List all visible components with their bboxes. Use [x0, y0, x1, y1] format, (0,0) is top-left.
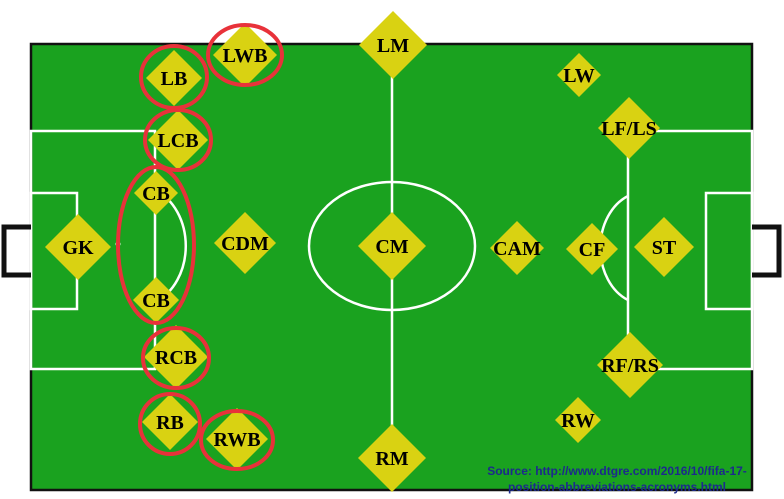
- position-label-st: ST: [652, 237, 677, 259]
- highlight-rings: [116, 23, 284, 471]
- position-label-lwb: LWB: [223, 45, 268, 67]
- position-diamond-rb: [142, 394, 198, 450]
- highlight-ring-lwb: [206, 23, 284, 87]
- highlight-ring-lb: [139, 44, 209, 110]
- position-diamond-lm: [359, 11, 427, 79]
- centre-circle: [307, 180, 477, 312]
- position-diamond-st: [634, 217, 694, 277]
- position-diamond-lwb: [213, 23, 277, 87]
- position-marker-cb-bottom: CB: [133, 277, 179, 323]
- position-label-lf-ls: LF/LS: [601, 118, 657, 140]
- position-label-rwb: RWB: [213, 429, 260, 451]
- highlight-ring-rwb: [199, 409, 275, 471]
- source-caption: Source: http://www.dtgre.com/2016/10/fif…: [452, 463, 782, 495]
- position-diamond-rcb: [144, 325, 208, 389]
- position-label-lb: LB: [161, 68, 188, 90]
- position-diamond-rw: [555, 397, 601, 443]
- position-marker-lf-ls: LF/LS: [598, 97, 660, 159]
- right-goal: [752, 224, 782, 278]
- position-diamond-cm: [358, 212, 426, 280]
- position-label-rw: RW: [561, 410, 595, 432]
- position-diamond-lb: [146, 50, 202, 106]
- position-label-lw: LW: [563, 65, 595, 87]
- position-label-cdm: CDM: [221, 233, 269, 255]
- position-marker-cf: CF: [566, 223, 618, 275]
- position-diamond-lcb: [148, 110, 208, 170]
- position-label-cam: CAM: [493, 238, 541, 260]
- position-label-rcb: RCB: [155, 347, 197, 369]
- position-marker-rm: RM: [358, 424, 426, 492]
- position-marker-lm: LM: [359, 11, 427, 79]
- position-markers: LWB LM LB LW LCB LF/LS CB GK CDM CM CAM CF ST CB RCB RF…: [45, 11, 694, 492]
- source-line-2: position-abbreviations-acronyms.html: [507, 480, 727, 494]
- position-label-rb: RB: [156, 412, 184, 434]
- position-marker-lwb: LWB: [213, 23, 277, 87]
- position-marker-lb: LB: [146, 50, 202, 106]
- position-marker-st: ST: [634, 217, 694, 277]
- position-diamond-cb-top: [134, 171, 178, 215]
- position-label-cm: CM: [375, 236, 408, 258]
- position-marker-cdm: CDM: [214, 212, 276, 274]
- position-diamond-cdm: [214, 212, 276, 274]
- position-marker-lw: LW: [557, 53, 601, 97]
- position-marker-rb: RB: [142, 394, 198, 450]
- position-label-cf: CF: [579, 239, 606, 261]
- highlight-ring-cb-pair: [116, 165, 196, 325]
- position-marker-rf-rs: RF/RS: [597, 332, 663, 398]
- goals: [1, 224, 782, 278]
- position-label-rf-rs: RF/RS: [601, 355, 659, 377]
- position-marker-gk: GK: [45, 214, 111, 280]
- position-marker-rwb: RWB: [206, 408, 268, 470]
- position-marker-cam: CAM: [490, 221, 544, 275]
- position-diamond-cf: [566, 223, 618, 275]
- position-label-lcb: LCB: [157, 130, 198, 152]
- right-goal-area: [704, 191, 754, 311]
- highlight-ring-rb: [138, 392, 202, 456]
- highlight-ring-rcb: [141, 326, 211, 390]
- position-diamond-cb-bottom: [133, 277, 179, 323]
- position-label-cb-top: CB: [142, 183, 170, 205]
- position-marker-rcb: RCB: [144, 325, 208, 389]
- position-diamond-gk: [45, 214, 111, 280]
- position-marker-lcb: LCB: [148, 110, 208, 170]
- position-diamond-lw: [557, 53, 601, 97]
- position-marker-cm: CM: [358, 212, 426, 280]
- position-label-cb-bottom: CB: [142, 290, 170, 312]
- position-diamond-rwb: [206, 408, 268, 470]
- position-diamond-lf-ls: [598, 97, 660, 159]
- position-diamond-cam: [490, 221, 544, 275]
- position-diamond-rf-rs: [597, 332, 663, 398]
- highlight-ring-lcb: [143, 108, 213, 172]
- position-marker-rw: RW: [555, 397, 601, 443]
- position-marker-cb-top: CB: [134, 171, 178, 215]
- position-diamond-rm: [358, 424, 426, 492]
- source-line-1: Source: http://www.dtgre.com/2016/10/fif…: [487, 464, 747, 478]
- left-goal: [1, 224, 31, 278]
- position-label-lm: LM: [377, 35, 409, 57]
- position-label-rm: RM: [375, 448, 408, 470]
- position-label-gk: GK: [62, 237, 94, 259]
